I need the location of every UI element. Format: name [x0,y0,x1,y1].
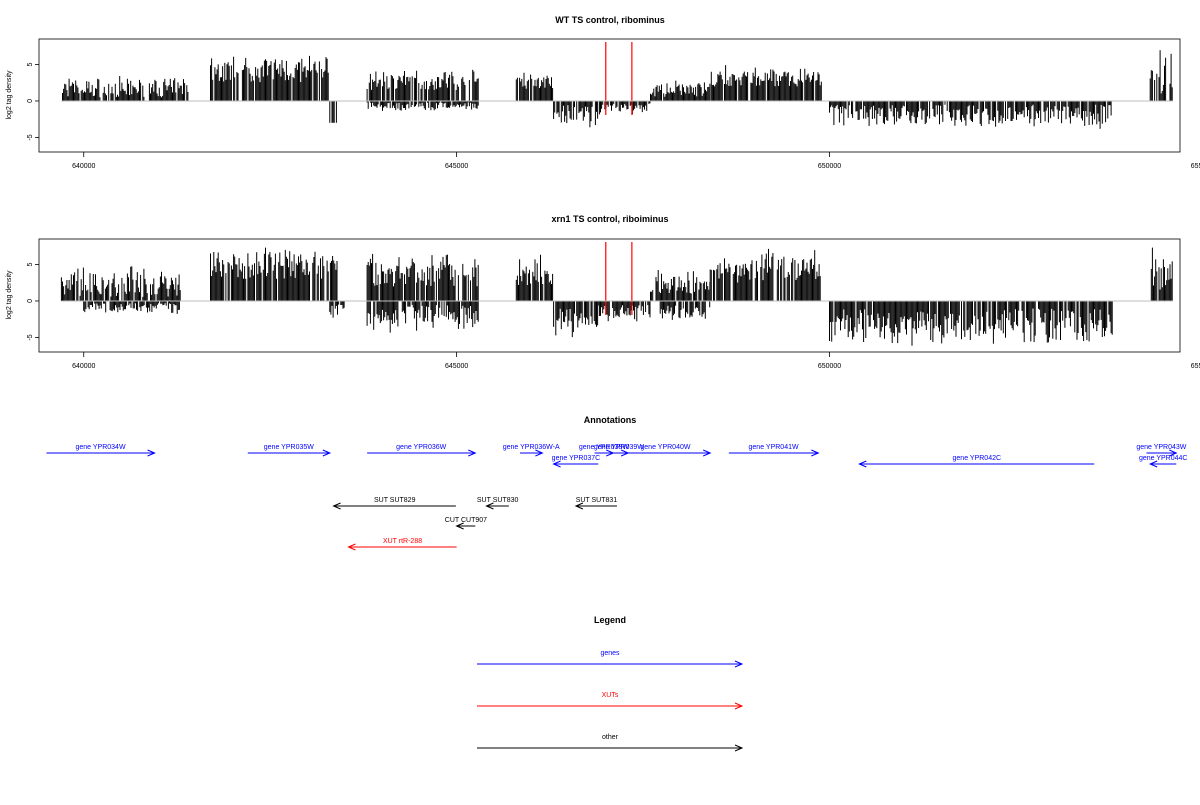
feature-gene-ypr034w: gene YPR034W [46,444,156,457]
feature-label: gene YPR042C [953,455,1002,462]
x-tick-label: 645000 [445,163,468,170]
feature-gene-ypr036w: gene YPR036W [367,444,477,457]
feature-label: gene YPR041W [749,444,799,451]
y-tick-label: 0 [27,99,34,103]
y-tick-label: -5 [27,334,34,340]
arrowhead [455,522,464,530]
arrowhead [734,744,744,752]
legend-item-xuts: XUTs [477,692,744,710]
legend-item-genes: genes [477,650,744,668]
x-tick-label: 640000 [72,363,95,370]
arrowhead [147,449,156,457]
y-axis: -5 0 5 [27,62,39,141]
feature-gene-ypr041w: gene YPR041W [728,444,820,457]
feature-layer: gene YPR034W gene YPR035W gene YPR036W gene… [46,444,1188,551]
feature-label: CUT CUT907 [445,517,487,524]
feature-label: gene YPR035W [264,444,314,451]
feature-label: SUT SUT830 [477,497,519,504]
y-tick-label: -5 [27,134,34,140]
feature-cut-cut907: CUT CUT907 [445,517,487,530]
legend-items: genes XUTs other [477,650,744,752]
y-axis-label: log2 tag density [6,70,13,120]
feature-gene-ypr037c: gene YPR037C [552,455,601,468]
arrowhead [1148,460,1158,468]
feature-sut-sut829: SUT SUT829 [332,497,456,510]
legend-title: Legend [594,615,626,625]
arrowhead [858,460,867,468]
data-bars [60,247,1173,346]
feature-label: XUT rtR-288 [383,538,422,545]
annotations-title: Annotations [584,415,637,425]
feature-label: gene YPR034W [75,444,125,451]
arrowhead [811,449,820,457]
annotations-panel: Annotations gene YPR034W gene YPR035W gene… [46,415,1188,551]
highlight-lines [605,42,633,115]
feature-gene-ypr039w: gene YPR039W [594,444,644,457]
x-axis: 640000 645000 650000 655000 [72,352,1200,370]
feature-label: gene YPR036W-A [503,444,560,451]
feature-sut-sut831: SUT SUT831 [574,497,618,510]
x-tick-label: 655000 [1191,363,1200,370]
feature-sut-sut830: SUT SUT830 [477,497,519,510]
arrowhead [552,460,561,468]
feature-label: SUT SUT831 [576,497,618,504]
arrowhead [574,502,584,510]
x-tick-label: 655000 [1191,163,1200,170]
x-tick-label: 645000 [445,363,468,370]
arrowhead [702,449,712,457]
arrowhead [468,449,477,457]
x-axis: 640000 645000 650000 655000 [72,152,1200,170]
x-tick-label: 640000 [72,163,95,170]
feature-gene-ypr035w: gene YPR035W [247,444,332,457]
y-tick-label: 0 [27,299,34,303]
legend: Legend genes XUTs other [477,615,744,752]
y-axis: -5 0 5 [27,262,39,341]
feature-label: gene YPR036W [396,444,446,451]
track-xrn1: xrn1 TS control, riboiminus log2 tag den… [6,214,1200,370]
data-bars [62,50,1173,129]
legend-label: genes [600,650,620,657]
feature-label: SUT SUT829 [374,497,416,504]
feature-label: gene YPR040W [640,444,690,451]
x-tick-label: 650000 [818,363,841,370]
feature-gene-ypr044c: gene YPR044C [1139,455,1188,468]
arrowhead [485,502,494,510]
feature-gene-ypr040w: gene YPR040W [620,444,712,457]
feature-label: gene YPR037C [552,455,601,462]
feature-gene-ypr036w-a: gene YPR036W-A [503,444,560,457]
track-title: xrn1 TS control, riboiminus [551,214,668,224]
feature-label: gene YPR044C [1139,455,1188,462]
y-tick-label: 5 [27,262,34,266]
arrowhead [734,702,744,710]
track-wt: WT TS control, ribominus log2 tag densit… [6,15,1200,170]
arrowhead [322,449,332,457]
feature-label: gene YPR043W [1136,444,1186,451]
arrowhead [535,449,544,457]
feature-label: gene YPR038W [579,444,629,451]
arrowhead [734,660,744,668]
track-title: WT TS control, ribominus [555,15,665,25]
legend-label: other [602,734,619,741]
feature-gene-ypr042c: gene YPR042C [858,455,1095,468]
feature-label: gene YPR039W [594,444,644,451]
y-tick-label: 5 [27,62,34,66]
arrowhead [347,543,356,551]
y-axis-label: log2 tag density [6,270,13,320]
x-tick-label: 650000 [818,163,841,170]
plot-frame [38,238,1181,353]
feature-gene-ypr043w: gene YPR043W [1136,444,1187,457]
plot-frame [38,38,1181,153]
legend-item-other: other [477,734,744,752]
arrowhead [332,502,341,510]
feature-xut-rtr-288: XUT rtR-288 [347,538,457,551]
highlight-lines [605,242,633,315]
arrowhead [1169,449,1178,457]
legend-label: XUTs [602,692,619,699]
